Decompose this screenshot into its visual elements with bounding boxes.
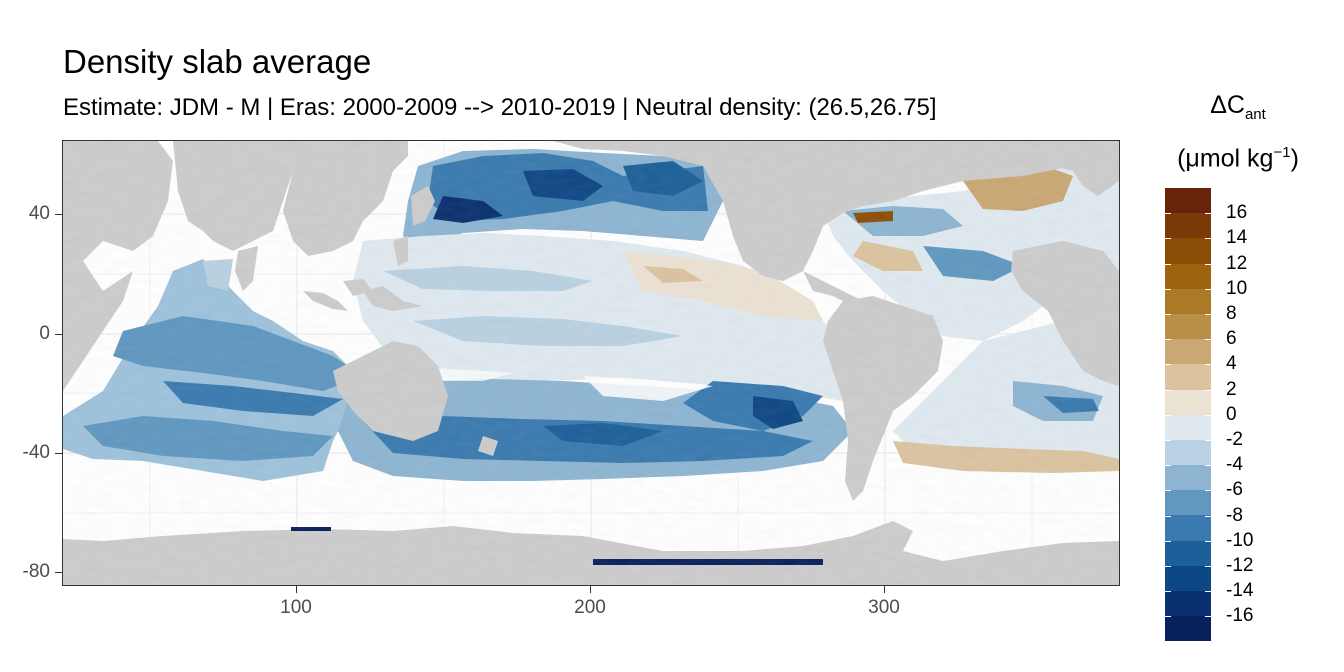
legend-color-step [1165, 313, 1211, 340]
legend-tick-label: -6 [1226, 479, 1243, 501]
chart-subtitle: Estimate: JDM - M | Eras: 2000-2009 --> … [63, 94, 937, 121]
legend-unit-superscript: −1 [1273, 144, 1291, 161]
legend-tick-label: -2 [1226, 429, 1243, 450]
legend-color-step [1165, 238, 1211, 264]
legend-tick-mark [1165, 465, 1171, 467]
legend-color-step [1165, 263, 1211, 289]
legend-color-step [1165, 213, 1211, 239]
legend-tick-label: -4 [1226, 454, 1243, 476]
legend-color-step [1165, 565, 1211, 591]
y-tick-mark [55, 334, 62, 335]
legend-tick-label: -14 [1226, 580, 1254, 602]
y-tick-label: -40 [22, 442, 50, 463]
legend-tick-mark [1165, 314, 1171, 315]
legend-tick-mark [1165, 389, 1171, 391]
legend-tick-label: -16 [1226, 605, 1254, 627]
legend-tick-mark [1205, 540, 1211, 542]
legend-tick-mark [1205, 414, 1211, 416]
legend-tick-mark [1165, 616, 1171, 618]
legend-tick-mark [1205, 490, 1211, 492]
legend-color-step [1165, 515, 1211, 541]
legend-tick-mark [1205, 339, 1211, 341]
legend-tick-label: -8 [1226, 504, 1243, 526]
legend-tick-label: -12 [1226, 555, 1254, 576]
legend-tick-label: -10 [1226, 529, 1254, 551]
y-tick-mark [55, 572, 62, 573]
legend-tick-mark [1205, 566, 1211, 567]
legend-colorbar [1165, 188, 1211, 642]
legend-tick-mark [1205, 288, 1211, 290]
legend-tick-mark [1205, 591, 1211, 593]
legend-color-step [1165, 389, 1211, 415]
legend-tick-mark [1205, 515, 1211, 517]
legend-tick-mark [1205, 364, 1211, 366]
legend-color-step [1165, 540, 1211, 566]
y-tick-label: 40 [28, 203, 50, 224]
legend-tick-mark [1165, 263, 1171, 265]
legend-color-step [1165, 339, 1211, 365]
legend-tick-mark [1165, 566, 1171, 567]
legend-tick-label: 16 [1226, 202, 1248, 224]
legend-tick-label: 10 [1226, 277, 1248, 299]
legend-tick-mark [1205, 616, 1211, 618]
legend-color-step [1165, 465, 1211, 491]
x-tick-mark [590, 586, 591, 593]
legend-tick-mark [1165, 490, 1171, 492]
field-texture [63, 141, 1119, 585]
y-tick-mark [55, 214, 62, 215]
legend-tick-mark [1165, 540, 1171, 542]
legend-color-step [1165, 288, 1211, 314]
map-panel [62, 140, 1120, 586]
legend-title-delta: ΔC [1210, 91, 1245, 119]
legend-tick-label: 12 [1226, 252, 1248, 274]
ocean-map [63, 141, 1119, 585]
x-tick-mark [884, 586, 885, 593]
legend-tick-label: 0 [1226, 403, 1237, 425]
legend-title-subscript: ant [1244, 106, 1266, 123]
y-tick-mark [55, 453, 62, 454]
legend-color-step [1165, 616, 1211, 642]
legend-title-unit: (μmol kg−1) [1163, 136, 1313, 175]
chart-title: Density slab average [63, 43, 372, 80]
legend-color-step [1165, 414, 1211, 440]
legend-tick-mark [1205, 440, 1211, 441]
y-tick-label: -80 [22, 561, 50, 582]
y-tick-label: 0 [39, 323, 50, 344]
legend-color-step [1165, 591, 1211, 617]
legend-color-step [1165, 490, 1211, 516]
legend-tick-label: 8 [1226, 303, 1237, 324]
x-tick-mark [296, 586, 297, 593]
legend-tick-label: 4 [1226, 353, 1237, 375]
legend-tick-label: 2 [1226, 378, 1237, 400]
legend-tick-mark [1165, 440, 1171, 441]
legend-tick-mark [1165, 591, 1171, 593]
legend-title-symbol: ΔCant [1163, 88, 1313, 132]
legend-color-step [1165, 364, 1211, 390]
legend-tick-mark [1165, 414, 1171, 416]
legend-tick-mark [1165, 515, 1171, 517]
legend-unit-suffix: ) [1290, 144, 1299, 173]
legend-tick-mark [1205, 238, 1211, 240]
legend-tick-mark [1205, 389, 1211, 391]
legend-tick-label: 6 [1226, 328, 1237, 350]
legend-tick-mark [1165, 238, 1171, 240]
legend-tick-mark [1165, 288, 1171, 290]
legend-tick-mark [1205, 263, 1211, 265]
legend-tick-mark [1165, 213, 1171, 215]
legend-tick-mark [1165, 339, 1171, 341]
legend-unit-prefix: (μmol kg [1177, 144, 1274, 173]
legend-tick-label: 14 [1226, 227, 1248, 249]
x-tick-label: 200 [574, 597, 606, 618]
legend-tick-mark [1165, 364, 1171, 366]
legend-tick-mark [1205, 314, 1211, 315]
legend-tick-mark [1205, 213, 1211, 215]
x-tick-label: 300 [868, 597, 900, 618]
x-tick-label: 100 [280, 597, 312, 618]
legend-color-step [1165, 188, 1211, 214]
legend-tick-mark [1205, 465, 1211, 467]
legend-color-step [1165, 439, 1211, 466]
